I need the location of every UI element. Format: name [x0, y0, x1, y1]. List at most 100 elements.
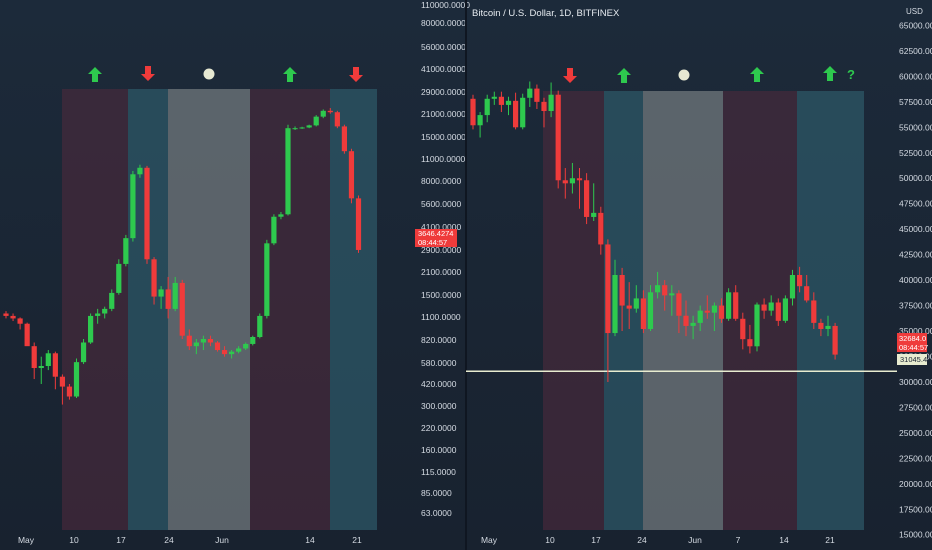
- right-candle[interactable]: [683, 315, 689, 326]
- right-candle[interactable]: [825, 325, 831, 329]
- right-candle[interactable]: [647, 292, 654, 329]
- right-candle[interactable]: [733, 292, 739, 319]
- right-candle[interactable]: [505, 100, 512, 105]
- right-candle[interactable]: [655, 285, 661, 293]
- left-candle[interactable]: [45, 353, 51, 367]
- right-candle[interactable]: [697, 310, 703, 323]
- left-candle[interactable]: [24, 323, 30, 347]
- right-candle[interactable]: [612, 275, 618, 334]
- right-candle[interactable]: [562, 180, 568, 184]
- right-candle[interactable]: [498, 96, 504, 105]
- right-candle[interactable]: [484, 98, 490, 116]
- right-candle[interactable]: [584, 180, 590, 217]
- left-candle[interactable]: [38, 366, 44, 369]
- left-candle[interactable]: [158, 289, 164, 297]
- right-candle[interactable]: [470, 98, 476, 126]
- right-candle[interactable]: [804, 286, 810, 301]
- right-candles[interactable]: [470, 81, 838, 382]
- left-candle[interactable]: [243, 343, 249, 349]
- right-candle[interactable]: [605, 244, 611, 334]
- right-candle[interactable]: [619, 275, 625, 306]
- right-candle[interactable]: [548, 94, 554, 112]
- right-candle[interactable]: [633, 298, 639, 309]
- left-candle[interactable]: [236, 348, 242, 352]
- left-candle[interactable]: [10, 315, 16, 319]
- right-candle[interactable]: [626, 305, 632, 309]
- left-candle[interactable]: [299, 127, 305, 129]
- left-candle[interactable]: [31, 346, 37, 369]
- left-candle[interactable]: [292, 128, 298, 130]
- right-candle[interactable]: [789, 275, 796, 299]
- right-candle[interactable]: [754, 304, 760, 347]
- right-candle[interactable]: [726, 292, 732, 319]
- left-candle[interactable]: [257, 315, 263, 337]
- left-candle[interactable]: [88, 315, 94, 343]
- left-candle[interactable]: [73, 362, 80, 397]
- left-candle[interactable]: [348, 151, 355, 199]
- right-candle[interactable]: [534, 88, 540, 102]
- right-candle[interactable]: [832, 325, 838, 355]
- left-candle[interactable]: [355, 198, 362, 250]
- left-candle[interactable]: [200, 339, 206, 343]
- right-candle[interactable]: [797, 275, 803, 287]
- left-candle[interactable]: [250, 336, 256, 344]
- left-candle[interactable]: [221, 350, 228, 355]
- left-candle[interactable]: [95, 313, 101, 316]
- right-candle[interactable]: [747, 339, 753, 347]
- currency-label[interactable]: USD: [906, 7, 923, 16]
- left-candle[interactable]: [130, 174, 136, 239]
- left-candle[interactable]: [341, 126, 347, 152]
- left-candle[interactable]: [320, 110, 326, 117]
- left-candle[interactable]: [313, 116, 319, 126]
- right-candle[interactable]: [669, 293, 675, 296]
- right-candle[interactable]: [513, 100, 519, 128]
- right-candle[interactable]: [520, 97, 526, 128]
- left-candle[interactable]: [80, 342, 87, 363]
- left-candle[interactable]: [179, 282, 185, 336]
- left-candle[interactable]: [214, 342, 221, 351]
- left-candle[interactable]: [52, 353, 58, 377]
- left-candle[interactable]: [207, 339, 214, 343]
- right-candle[interactable]: [782, 298, 788, 321]
- left-candle[interactable]: [66, 386, 73, 397]
- left-candle[interactable]: [186, 335, 192, 347]
- left-candle[interactable]: [264, 243, 270, 316]
- left-candle[interactable]: [123, 238, 129, 264]
- left-candle[interactable]: [144, 167, 150, 260]
- left-candle[interactable]: [278, 214, 284, 217]
- left-candle[interactable]: [193, 342, 199, 347]
- left-candle[interactable]: [172, 282, 178, 309]
- right-candle[interactable]: [811, 300, 817, 323]
- right-candle[interactable]: [676, 293, 682, 316]
- left-candles[interactable]: [3, 108, 362, 405]
- right-candle[interactable]: [591, 212, 597, 217]
- left-candle[interactable]: [151, 259, 157, 297]
- left-candle[interactable]: [271, 216, 277, 244]
- right-candle[interactable]: [541, 101, 547, 112]
- right-candle[interactable]: [718, 305, 725, 319]
- left-candle[interactable]: [229, 351, 235, 355]
- left-candle[interactable]: [102, 308, 108, 314]
- right-candle[interactable]: [768, 302, 774, 311]
- right-candle[interactable]: [576, 178, 583, 181]
- right-candle[interactable]: [740, 318, 746, 340]
- left-candle[interactable]: [137, 167, 143, 175]
- left-candle[interactable]: [334, 112, 340, 127]
- left-candle[interactable]: [165, 289, 171, 309]
- left-candle[interactable]: [306, 125, 312, 128]
- left-candle[interactable]: [109, 292, 115, 309]
- right-candle[interactable]: [761, 304, 767, 311]
- right-candle[interactable]: [818, 322, 824, 329]
- right-candle[interactable]: [569, 178, 575, 184]
- right-candle[interactable]: [690, 322, 696, 326]
- right-candle[interactable]: [598, 212, 604, 245]
- right-candle[interactable]: [555, 94, 561, 181]
- left-candle[interactable]: [17, 318, 23, 324]
- right-candle[interactable]: [704, 310, 710, 313]
- right-candle[interactable]: [775, 302, 781, 321]
- left-candle[interactable]: [3, 313, 9, 316]
- left-candle[interactable]: [285, 128, 291, 215]
- left-candle[interactable]: [116, 263, 122, 293]
- right-candle[interactable]: [527, 88, 533, 98]
